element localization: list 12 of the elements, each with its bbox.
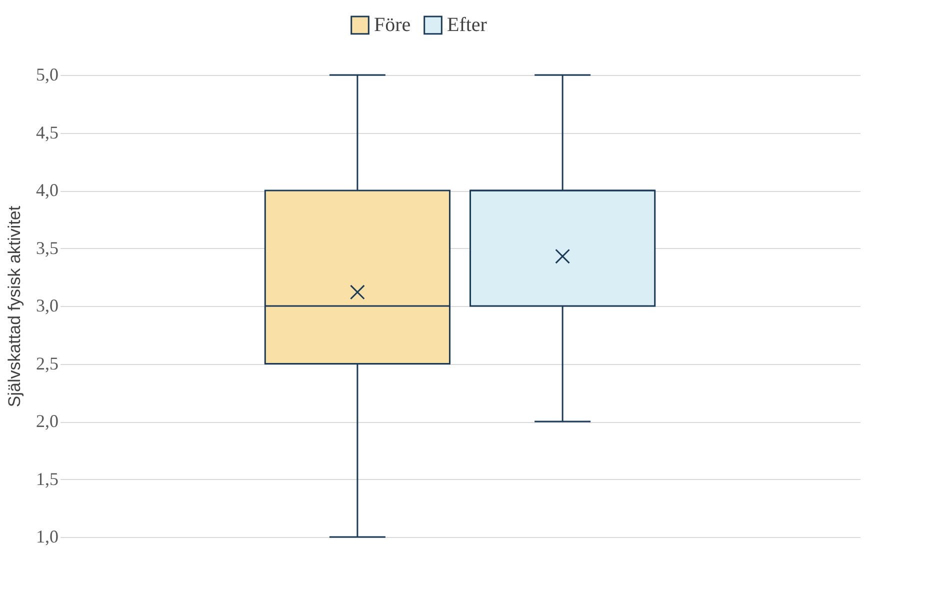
y-tick-label: 1,5: [36, 468, 58, 489]
legend-label: Före: [374, 14, 411, 36]
y-tick-label: 4,0: [36, 180, 58, 200]
y-tick-label: 5,0: [36, 64, 58, 84]
y-tick-label: 3,5: [36, 238, 58, 258]
y-tick-label: 4,5: [36, 122, 58, 142]
y-tick-label: 2,0: [36, 411, 58, 431]
y-tick-label: 3,0: [36, 296, 58, 316]
y-tick-label: 2,5: [36, 353, 58, 374]
legend-label: Efter: [447, 14, 488, 36]
y-axis-title: Självskattad fysisk aktivitet: [5, 206, 24, 408]
y-tick-label: 1,0: [36, 526, 58, 546]
